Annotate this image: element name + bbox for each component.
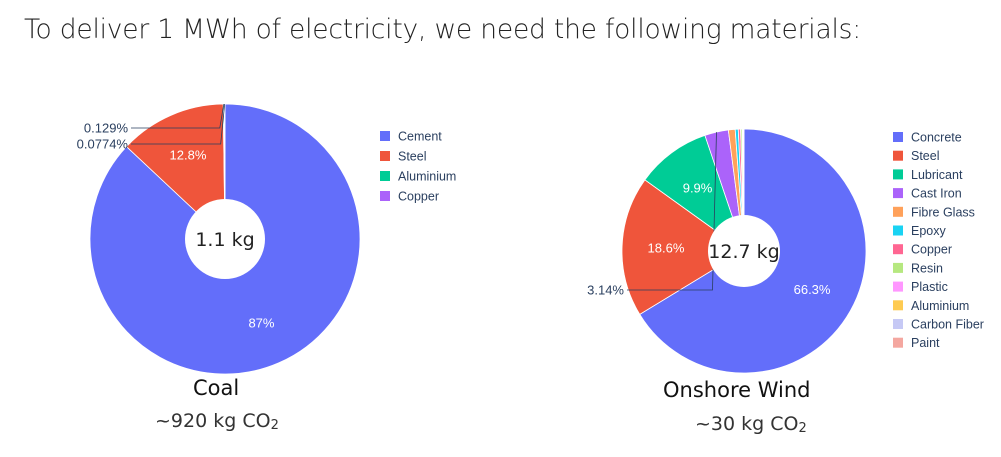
legend-label-cast-iron: Cast Iron [911, 187, 962, 201]
pie-label-leader [131, 103, 225, 129]
pie-label-steel: 18.6% [648, 241, 685, 256]
page-title: To deliver 1 MWh of electricity, we need… [24, 14, 861, 45]
wind-caption-title: Onshore Wind [663, 378, 811, 402]
legend-label-steel: Steel [398, 150, 427, 164]
legend-swatch-fibre-glass [893, 206, 903, 217]
legend-label-paint: Paint [911, 336, 940, 350]
pie-slice-steel [621, 179, 745, 315]
legend-label-plastic: Plastic [911, 280, 948, 294]
coal-co2-text: ~920 kg CO [155, 410, 271, 432]
legend-label-steel: Steel [911, 149, 940, 163]
legend-label-lubricant: Lubricant [911, 168, 963, 182]
center-total-label: 1.1 kg [195, 229, 254, 251]
legend-swatch-copper [380, 191, 390, 201]
legend-swatch-steel [380, 151, 390, 161]
legend-swatch-copper [893, 244, 903, 255]
legend-swatch-carbon-fiber [893, 319, 903, 329]
pie-label-copper: 0.0774% [77, 137, 129, 152]
legend-label-concrete: Concrete [911, 131, 962, 145]
pie-label-cement: 87% [248, 316, 274, 331]
pie-label-leader [131, 103, 226, 145]
pie-label-aluminium: 0.129% [84, 121, 129, 136]
wind-pie-chart: 66.3% 18.6% 9.9% 3.14% 12.7 kg Concrete Steel L… [587, 128, 984, 374]
legend-swatch-aluminium [380, 171, 390, 181]
coal-co2-subscript: 2 [270, 418, 279, 433]
coal-caption-title: Coal [193, 376, 240, 400]
legend-label-fibre-glass: Fibre Glass [911, 205, 975, 219]
legend-label-copper: Copper [911, 243, 952, 257]
coal-caption-co2: ~920 kg CO2 [155, 410, 279, 433]
legend-swatch-steel [893, 150, 903, 161]
legend-label-aluminium: Aluminium [398, 170, 456, 184]
pie-label-lubricant: 9.9% [683, 181, 713, 196]
pie-slice-steel [125, 103, 226, 240]
legend-label-resin: Resin [911, 261, 943, 275]
legend-swatch-paint [893, 337, 903, 348]
legend-label-epoxy: Epoxy [911, 224, 946, 238]
legend-swatch-concrete [893, 132, 903, 142]
wind-caption-co2: ~30 kg CO2 [695, 413, 807, 436]
legend-swatch-resin [893, 262, 903, 273]
coal-pie-chart: 87% 12.8% 0.129%0.0774% 1.1 kg Cement Steel Al… [77, 103, 456, 375]
legend-swatch-cast-iron [893, 188, 903, 199]
legend-swatch-epoxy [893, 225, 903, 236]
donut-hole [185, 199, 265, 279]
wind-co2-text: ~30 kg CO [695, 413, 799, 435]
pie-slice-lubricant [644, 134, 745, 253]
legend-swatch-lubricant [893, 169, 903, 180]
donut-hole [708, 215, 780, 287]
pie-label-leader [627, 132, 717, 291]
legend-label-carbon-fiber: Carbon Fiber [911, 318, 984, 332]
legend-swatch-aluminium [893, 300, 903, 311]
wind-co2-subscript: 2 [798, 421, 807, 436]
center-total-label: 12.7 kg [708, 241, 779, 263]
legend-swatch-cement [380, 131, 390, 141]
legend-label-copper: Copper [398, 190, 439, 204]
pie-label-cast-iron: 3.14% [587, 283, 624, 298]
legend-label-cement: Cement [398, 130, 442, 144]
pie-label-steel: 12.8% [170, 147, 207, 162]
pie-label-concrete: 66.3% [794, 282, 831, 297]
legend-swatch-plastic [893, 281, 903, 292]
legend-label-aluminium: Aluminium [911, 299, 969, 313]
